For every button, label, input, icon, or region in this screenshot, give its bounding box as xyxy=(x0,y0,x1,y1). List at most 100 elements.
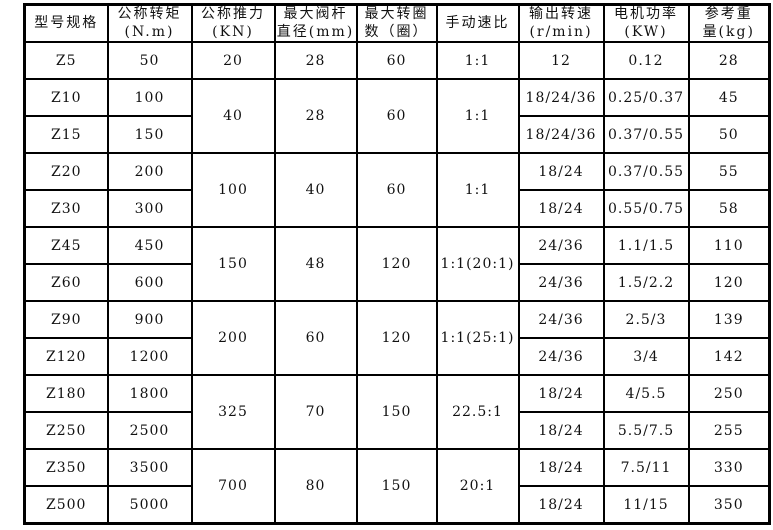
stem-cell: 70 xyxy=(273,374,358,450)
thrust-cell: 325 xyxy=(190,374,276,450)
stem-cell: 60 xyxy=(273,300,358,376)
power-cell: 1.1/1.5 xyxy=(602,226,690,265)
header-weight: 参考重 量(kg) xyxy=(687,3,771,43)
weight-cell: 28 xyxy=(687,41,771,80)
table-row: Z30 300 18/24 0.55/0.75 58 xyxy=(23,189,771,228)
turns-cell: 120 xyxy=(355,226,438,302)
ratio-cell: 22.5:1 xyxy=(435,374,520,450)
torque-cell: 900 xyxy=(106,300,193,339)
table-row: Z45 450 150 48 120 1:1(20:1) 24/36 1.1/1… xyxy=(23,226,771,302)
weight-cell: 55 xyxy=(687,152,771,191)
table-row: Z250 2500 18/24 5.5/7.5 255 xyxy=(23,411,771,450)
table-row: Z5 50 20 28 60 1:1 12 0.12 28 xyxy=(23,41,771,80)
model-cell: Z500 xyxy=(23,485,109,525)
header-ratio: 手动速比 xyxy=(435,3,520,43)
model-cell: Z30 xyxy=(23,189,109,228)
power-cell: 2.5/3 xyxy=(602,300,690,339)
turns-cell: 120 xyxy=(355,300,438,376)
torque-cell: 50 xyxy=(106,41,193,80)
model-cell: Z10 xyxy=(23,78,109,117)
power-cell: 7.5/11 xyxy=(602,448,690,487)
model-cell: Z120 xyxy=(23,337,109,376)
torque-cell: 2500 xyxy=(106,411,193,450)
torque-cell: 3500 xyxy=(106,448,193,487)
torque-cell: 600 xyxy=(106,263,193,302)
thrust-cell: 100 xyxy=(190,152,276,228)
weight-cell: 142 xyxy=(687,337,771,376)
header-thrust: 公称推力 (KN) xyxy=(190,3,276,43)
ratio-cell: 20:1 xyxy=(435,448,520,525)
power-cell: 0.12 xyxy=(602,41,690,80)
weight-cell: 120 xyxy=(687,263,771,302)
torque-cell: 150 xyxy=(106,115,193,154)
header-torque: 公称转矩 (N.m) xyxy=(106,3,193,43)
torque-cell: 1200 xyxy=(106,337,193,376)
header-model: 型号规格 xyxy=(23,3,109,43)
thrust-cell: 150 xyxy=(190,226,276,302)
power-cell: 0.37/0.55 xyxy=(602,152,690,191)
thrust-cell: 700 xyxy=(190,448,276,525)
model-cell: Z60 xyxy=(23,263,109,302)
speed-cell: 24/36 xyxy=(517,226,605,265)
power-cell: 3/4 xyxy=(602,337,690,376)
weight-cell: 250 xyxy=(687,374,771,413)
weight-cell: 330 xyxy=(687,448,771,487)
table-row: Z180 1800 325 70 150 22.5:1 18/24 4/5.5 … xyxy=(23,374,771,450)
torque-cell: 100 xyxy=(106,78,193,117)
weight-cell: 350 xyxy=(687,485,771,525)
stem-cell: 28 xyxy=(273,78,358,154)
weight-cell: 255 xyxy=(687,411,771,450)
power-cell: 0.25/0.37 xyxy=(602,78,690,117)
torque-cell: 5000 xyxy=(106,485,193,525)
power-cell: 11/15 xyxy=(602,485,690,525)
model-cell: Z350 xyxy=(23,448,109,487)
power-cell: 4/5.5 xyxy=(602,374,690,413)
speed-cell: 18/24 xyxy=(517,485,605,525)
turns-cell: 150 xyxy=(355,448,438,525)
table-row: Z120 1200 24/36 3/4 142 xyxy=(23,337,771,376)
speed-cell: 24/36 xyxy=(517,300,605,339)
thrust-cell: 20 xyxy=(190,41,276,80)
stem-cell: 80 xyxy=(273,448,358,525)
header-row: 型号规格 公称转矩 (N.m) 公称推力 (KN) 最大阀杆 直径(mm) 最大… xyxy=(23,3,771,43)
speed-cell: 18/24 xyxy=(517,152,605,191)
model-cell: Z90 xyxy=(23,300,109,339)
torque-cell: 450 xyxy=(106,226,193,265)
speed-cell: 18/24/36 xyxy=(517,115,605,154)
speed-cell: 18/24 xyxy=(517,374,605,413)
stem-cell: 28 xyxy=(273,41,358,80)
model-cell: Z45 xyxy=(23,226,109,265)
torque-cell: 300 xyxy=(106,189,193,228)
model-cell: Z15 xyxy=(23,115,109,154)
power-cell: 0.37/0.55 xyxy=(602,115,690,154)
speed-cell: 24/36 xyxy=(517,263,605,302)
spec-table: 型号规格 公称转矩 (N.m) 公称推力 (KN) 最大阀杆 直径(mm) 最大… xyxy=(23,3,771,525)
turns-cell: 60 xyxy=(355,152,438,228)
power-cell: 1.5/2.2 xyxy=(602,263,690,302)
turns-cell: 150 xyxy=(355,374,438,450)
stem-cell: 40 xyxy=(273,152,358,228)
ratio-cell: 1:1(25:1) xyxy=(435,300,520,376)
speed-cell: 24/36 xyxy=(517,337,605,376)
thrust-cell: 40 xyxy=(190,78,276,154)
table-row: Z90 900 200 60 120 1:1(25:1) 24/36 2.5/3… xyxy=(23,300,771,376)
ratio-cell: 1:1 xyxy=(435,78,520,154)
speed-cell: 18/24 xyxy=(517,189,605,228)
weight-cell: 58 xyxy=(687,189,771,228)
model-cell: Z20 xyxy=(23,152,109,191)
weight-cell: 50 xyxy=(687,115,771,154)
torque-cell: 200 xyxy=(106,152,193,191)
header-power: 电机功率 (KW) xyxy=(602,3,690,43)
turns-cell: 60 xyxy=(355,41,438,80)
table-row: Z350 3500 700 80 150 20:1 18/24 7.5/11 3… xyxy=(23,448,771,525)
torque-cell: 1800 xyxy=(106,374,193,413)
ratio-cell: 1:1(20:1) xyxy=(435,226,520,302)
table-row: Z60 600 24/36 1.5/2.2 120 xyxy=(23,263,771,302)
speed-cell: 18/24/36 xyxy=(517,78,605,117)
ratio-cell: 1:1 xyxy=(435,152,520,228)
model-cell: Z5 xyxy=(23,41,109,80)
table-row: Z20 200 100 40 60 1:1 18/24 0.37/0.55 55 xyxy=(23,152,771,228)
stem-cell: 48 xyxy=(273,226,358,302)
header-turns: 最大转圈 数（圈） xyxy=(355,3,438,43)
speed-cell: 12 xyxy=(517,41,605,80)
